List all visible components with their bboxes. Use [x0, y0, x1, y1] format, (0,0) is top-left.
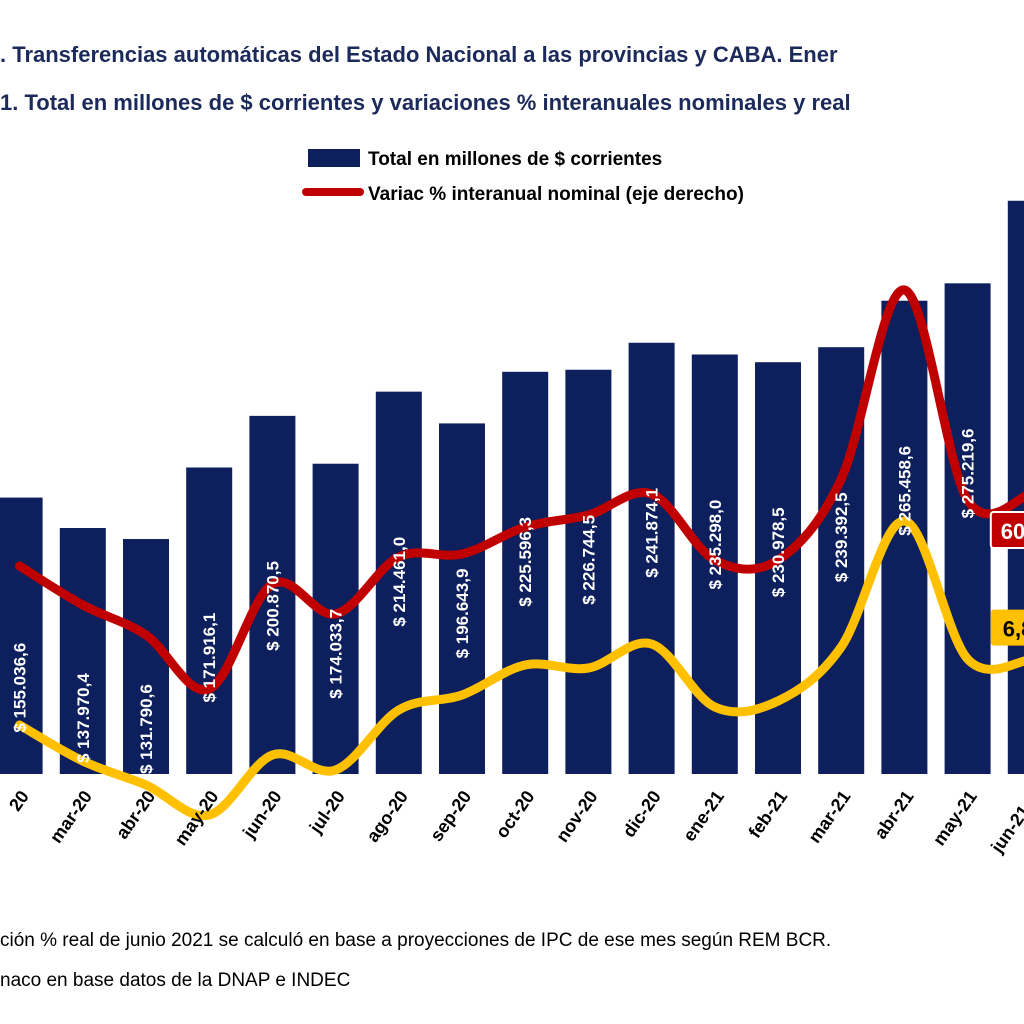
bar-sep-20	[439, 423, 485, 774]
bar-label-ago-20: $ 214.461,0	[390, 537, 409, 627]
x-label-oct-20: oct-20	[492, 787, 539, 842]
bar-label-sep-20: $ 196.643,9	[453, 569, 472, 659]
bars-layer	[0, 200, 1024, 774]
bar-label-jun-20: $ 200.870,5	[263, 561, 282, 651]
bar-may-20	[186, 467, 233, 774]
legend-label-bars: Total en millones de $ corrientes	[368, 149, 662, 170]
bar-label-mar-21: $ 239.392,5	[832, 492, 851, 582]
bar-oct-20	[502, 371, 549, 774]
x-label-abr-20: abr-20	[112, 787, 159, 843]
bar-label-abr-20: $ 131.790,6	[137, 684, 156, 774]
footnote-1: ción % real de junio 2021 se calculó en …	[0, 930, 832, 951]
end-label-real: 6,8	[1003, 617, 1024, 642]
bar-label-may-21: $ 275.219,6	[959, 429, 978, 519]
bar-label-feb-20: $ 155.036,6	[11, 643, 30, 733]
x-label-sep-20: sep-20	[426, 787, 475, 845]
end-label-nominal: 60,1	[1001, 519, 1024, 544]
x-label-nov-20: nov-20	[552, 787, 602, 846]
bar-label-oct-20: $ 225.596,3	[516, 517, 535, 607]
bar-label-abr-21: $ 265.458,6	[895, 446, 914, 536]
x-label-feb-21: feb-21	[744, 787, 791, 842]
footnote-2: naco en base datos de la DNAP e INDEC	[0, 970, 351, 991]
bar-label-feb-21: $ 230.978,5	[769, 507, 788, 597]
x-label-mar-21: mar-21	[804, 787, 854, 847]
chart-title-line-1: . Transferencias automáticas del Estado …	[0, 42, 838, 67]
legend-label-nominal: Variac % interanual nominal (eje derecho…	[368, 184, 744, 205]
bar-jun-21 (*)	[1007, 200, 1024, 774]
x-label-jun-20: jun-20	[238, 787, 285, 843]
bar-labels-layer: $ 155.036,6 $ 137.970,4 $ 131.790,6 $ 171.9…	[11, 345, 1024, 774]
bar-label-may-20: $ 171.916,1	[200, 613, 219, 703]
x-label-dic-20: dic-20	[619, 787, 665, 841]
bar-may-21	[944, 283, 991, 774]
bar-mar-20	[59, 528, 106, 774]
bar-label-ene-21: $ 235.298,0	[706, 500, 725, 590]
legend: Total en millones de $ corrientes Variac …	[302, 149, 744, 205]
chart-title-line-2: 1. Total en millones de $ corrientes y v…	[0, 90, 851, 115]
chart-area: Total en millones de $ corrientes Variac …	[0, 149, 1024, 857]
bar-label-jul-20: $ 174.033,7	[327, 609, 346, 699]
lines-layer	[15, 285, 1024, 821]
bar-nov-20	[565, 369, 612, 774]
x-label-mar-20: mar-20	[46, 787, 96, 847]
line-real	[15, 516, 1024, 821]
legend-swatch-bars	[308, 149, 360, 167]
x-label-jul-20: jul-20	[305, 787, 349, 838]
x-label-ene-21: ene-21	[679, 787, 728, 845]
x-label-may-21: may-21	[929, 787, 981, 849]
bar-jul-20	[312, 463, 359, 774]
x-axis-labels: 20 mar-20 abr-20 may-20 jun-20 jul-20 ago-20 se…	[5, 787, 1024, 857]
x-label-feb-20: 20	[5, 787, 33, 815]
x-label-may-20: may-20	[171, 787, 223, 849]
end-label-nominal-box	[989, 511, 1024, 549]
bar-label-mar-20: $ 137.970,4	[74, 673, 93, 763]
bar-label-jun-21 (*): $ 321.529,4	[1022, 345, 1024, 435]
bar-label-dic-20: $ 241.874,1	[643, 488, 662, 578]
x-label-abr-21: abr-21	[870, 787, 917, 843]
end-label-real-box	[990, 609, 1024, 646]
end-labels: 60,1 6,8	[989, 511, 1024, 646]
x-label-ago-20: ago-20	[362, 787, 412, 846]
x-label-jun-21 (*): jun-21 (*	[986, 787, 1024, 857]
line-nominal	[15, 285, 1024, 695]
bar-dic-20	[628, 342, 675, 774]
bar-label-nov-20: $ 226.744,5	[579, 515, 598, 605]
